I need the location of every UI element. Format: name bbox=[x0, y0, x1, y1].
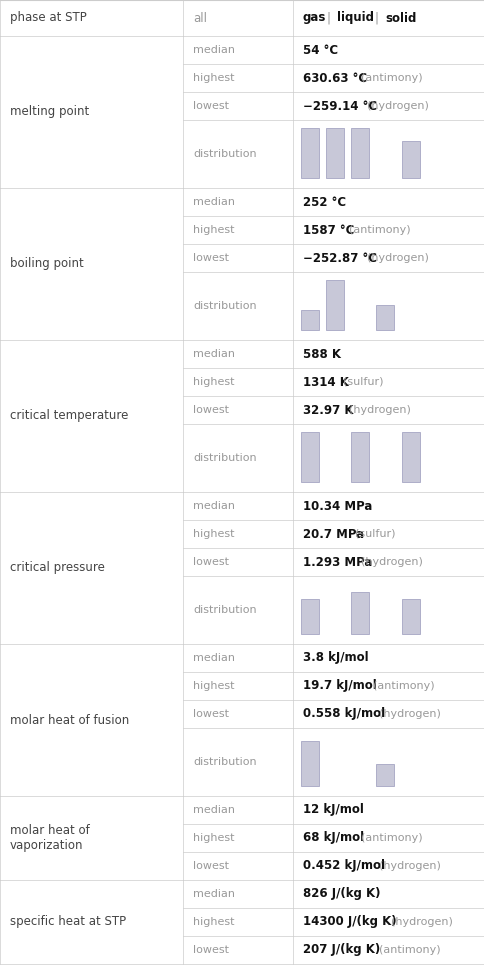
Text: highest: highest bbox=[193, 529, 234, 539]
Text: highest: highest bbox=[193, 681, 234, 691]
Text: 207 J/(kg K): 207 J/(kg K) bbox=[302, 944, 379, 956]
Text: melting point: melting point bbox=[10, 106, 89, 118]
Bar bbox=[301, 599, 318, 634]
Text: |: | bbox=[374, 12, 378, 24]
Text: distribution: distribution bbox=[193, 453, 256, 463]
Text: lowest: lowest bbox=[193, 405, 228, 415]
Text: median: median bbox=[193, 45, 235, 55]
Text: critical temperature: critical temperature bbox=[10, 409, 128, 422]
Text: 10.34 MPa: 10.34 MPa bbox=[302, 499, 372, 512]
Text: 588 K: 588 K bbox=[302, 348, 340, 360]
Text: (hydrogen): (hydrogen) bbox=[360, 557, 422, 567]
Text: (hydrogen): (hydrogen) bbox=[378, 861, 440, 871]
Bar bbox=[350, 128, 368, 178]
Text: (hydrogen): (hydrogen) bbox=[390, 917, 452, 927]
Text: 252 °C: 252 °C bbox=[302, 196, 346, 208]
Text: 12 kJ/mol: 12 kJ/mol bbox=[302, 803, 363, 816]
Text: 1587 °C: 1587 °C bbox=[302, 224, 354, 236]
Text: highest: highest bbox=[193, 225, 234, 235]
Text: median: median bbox=[193, 653, 235, 663]
Text: 1.293 MPa: 1.293 MPa bbox=[302, 556, 372, 568]
Text: median: median bbox=[193, 501, 235, 511]
Bar bbox=[301, 310, 318, 330]
Text: 0.452 kJ/mol: 0.452 kJ/mol bbox=[302, 860, 384, 872]
Text: lowest: lowest bbox=[193, 101, 228, 111]
Text: highest: highest bbox=[193, 377, 234, 387]
Text: 0.558 kJ/mol: 0.558 kJ/mol bbox=[302, 708, 384, 720]
Text: 630.63 °C: 630.63 °C bbox=[302, 72, 366, 84]
Text: (sulfur): (sulfur) bbox=[342, 377, 383, 387]
Text: (antimony): (antimony) bbox=[360, 73, 422, 83]
Text: −252.87 °C: −252.87 °C bbox=[302, 252, 376, 264]
Text: gas: gas bbox=[302, 12, 326, 24]
Text: (antimony): (antimony) bbox=[372, 681, 434, 691]
Text: median: median bbox=[193, 349, 235, 359]
Text: distribution: distribution bbox=[193, 605, 256, 615]
Text: 1314 K: 1314 K bbox=[302, 376, 348, 388]
Text: solid: solid bbox=[384, 12, 416, 24]
Text: median: median bbox=[193, 197, 235, 207]
Bar bbox=[325, 128, 343, 178]
Bar bbox=[350, 591, 368, 634]
Text: 826 J/(kg K): 826 J/(kg K) bbox=[302, 888, 380, 900]
Text: lowest: lowest bbox=[193, 861, 228, 871]
Text: (hydrogen): (hydrogen) bbox=[366, 253, 428, 263]
Bar bbox=[301, 741, 318, 786]
Text: lowest: lowest bbox=[193, 253, 228, 263]
Text: 19.7 kJ/mol: 19.7 kJ/mol bbox=[302, 680, 376, 692]
Text: molar heat of fusion: molar heat of fusion bbox=[10, 713, 129, 727]
Bar bbox=[401, 599, 419, 634]
Text: highest: highest bbox=[193, 833, 234, 843]
Text: all: all bbox=[193, 12, 207, 24]
Text: lowest: lowest bbox=[193, 945, 228, 955]
Text: phase at STP: phase at STP bbox=[10, 12, 87, 24]
Text: (antimony): (antimony) bbox=[360, 833, 422, 843]
Text: critical pressure: critical pressure bbox=[10, 561, 105, 574]
Text: highest: highest bbox=[193, 73, 234, 83]
Text: 20.7 MPa: 20.7 MPa bbox=[302, 528, 363, 540]
Text: distribution: distribution bbox=[193, 757, 256, 767]
Bar bbox=[301, 128, 318, 178]
Bar bbox=[376, 764, 393, 786]
Bar bbox=[301, 432, 318, 482]
Text: (hydrogen): (hydrogen) bbox=[378, 709, 440, 719]
Text: lowest: lowest bbox=[193, 709, 228, 719]
Text: −259.14 °C: −259.14 °C bbox=[302, 100, 377, 112]
Text: specific heat at STP: specific heat at STP bbox=[10, 916, 126, 928]
Bar bbox=[325, 280, 343, 330]
Bar bbox=[376, 305, 393, 330]
Text: (antimony): (antimony) bbox=[378, 945, 440, 955]
Text: median: median bbox=[193, 805, 235, 815]
Text: 32.97 K: 32.97 K bbox=[302, 404, 353, 416]
Text: highest: highest bbox=[193, 917, 234, 927]
Bar bbox=[350, 432, 368, 482]
Text: 68 kJ/mol: 68 kJ/mol bbox=[302, 832, 363, 844]
Bar bbox=[401, 432, 419, 482]
Bar bbox=[401, 140, 419, 178]
Text: 14300 J/(kg K): 14300 J/(kg K) bbox=[302, 916, 396, 928]
Text: lowest: lowest bbox=[193, 557, 228, 567]
Text: (hydrogen): (hydrogen) bbox=[348, 405, 410, 415]
Text: distribution: distribution bbox=[193, 301, 256, 311]
Text: (hydrogen): (hydrogen) bbox=[366, 101, 428, 111]
Text: (sulfur): (sulfur) bbox=[354, 529, 394, 539]
Text: |: | bbox=[326, 12, 330, 24]
Text: boiling point: boiling point bbox=[10, 257, 84, 270]
Text: 3.8 kJ/mol: 3.8 kJ/mol bbox=[302, 651, 368, 664]
Text: median: median bbox=[193, 889, 235, 899]
Text: distribution: distribution bbox=[193, 149, 256, 159]
Text: liquid: liquid bbox=[336, 12, 373, 24]
Text: molar heat of
vaporization: molar heat of vaporization bbox=[10, 824, 90, 852]
Text: 54 °C: 54 °C bbox=[302, 44, 337, 56]
Text: (antimony): (antimony) bbox=[348, 225, 410, 235]
